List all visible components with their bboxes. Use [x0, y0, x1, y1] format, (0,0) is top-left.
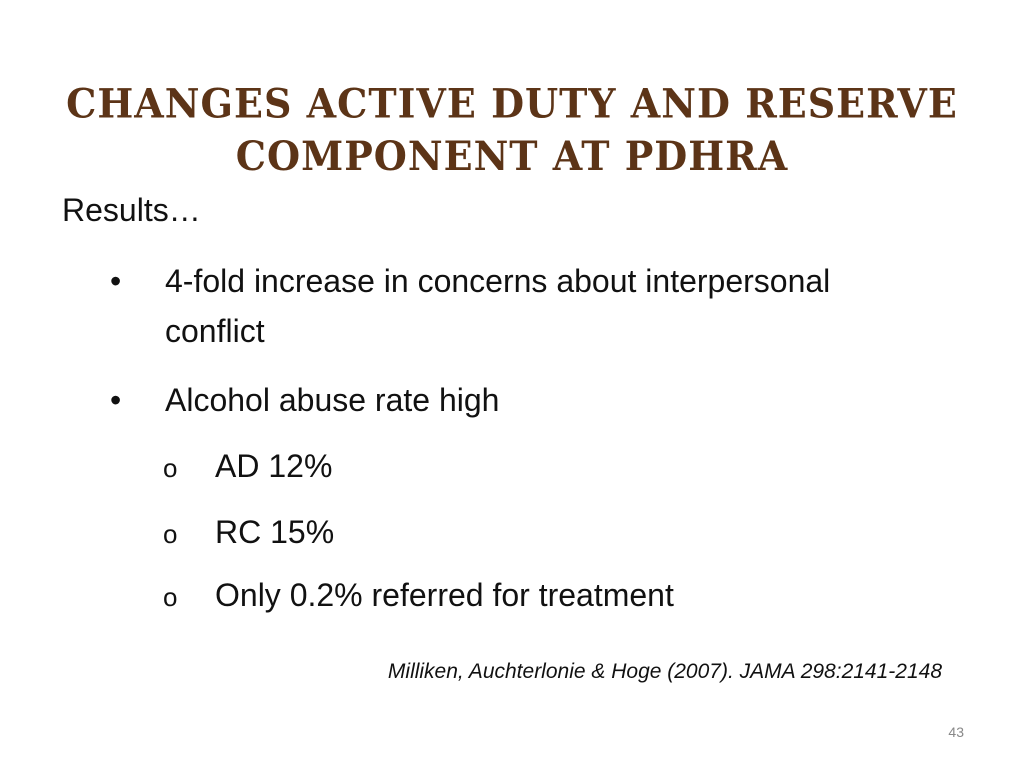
sub-bullet-item: o RC 15% [163, 507, 334, 559]
bullet-text: Alcohol abuse rate high [165, 382, 500, 418]
sub-bullet-item: o AD 12% [163, 441, 332, 493]
bullet-marker: • [110, 263, 122, 299]
page-number: 43 [948, 724, 964, 740]
title-line-2: Component at PDHRA [235, 132, 789, 180]
bullet-item: • Alcohol abuse rate high [110, 375, 865, 425]
sub-bullet-marker: o [163, 519, 178, 549]
bullet-item: • 4-fold increase in concerns about inter… [110, 256, 865, 356]
sub-bullet-item: o Only 0.2% referred for treatment [163, 570, 674, 622]
sub-bullet-marker: o [163, 453, 178, 483]
sub-bullet-text: AD 12% [215, 448, 333, 484]
sub-bullet-marker: o [163, 582, 178, 612]
title-line-1: Changes Active Duty and Reserve [66, 79, 958, 127]
citation: Milliken, Auchterlonie & Hoge (2007). JA… [387, 660, 942, 683]
bullet-marker: • [110, 382, 122, 418]
slide-title: Changes Active Duty and Reserve Componen… [40, 78, 984, 183]
sub-bullet-text: RC 15% [215, 514, 335, 550]
results-heading: Results… [62, 192, 201, 228]
sub-bullet-text: Only 0.2% referred for treatment [215, 577, 674, 613]
bullet-text: 4-fold increase in concerns about interp… [165, 263, 831, 349]
